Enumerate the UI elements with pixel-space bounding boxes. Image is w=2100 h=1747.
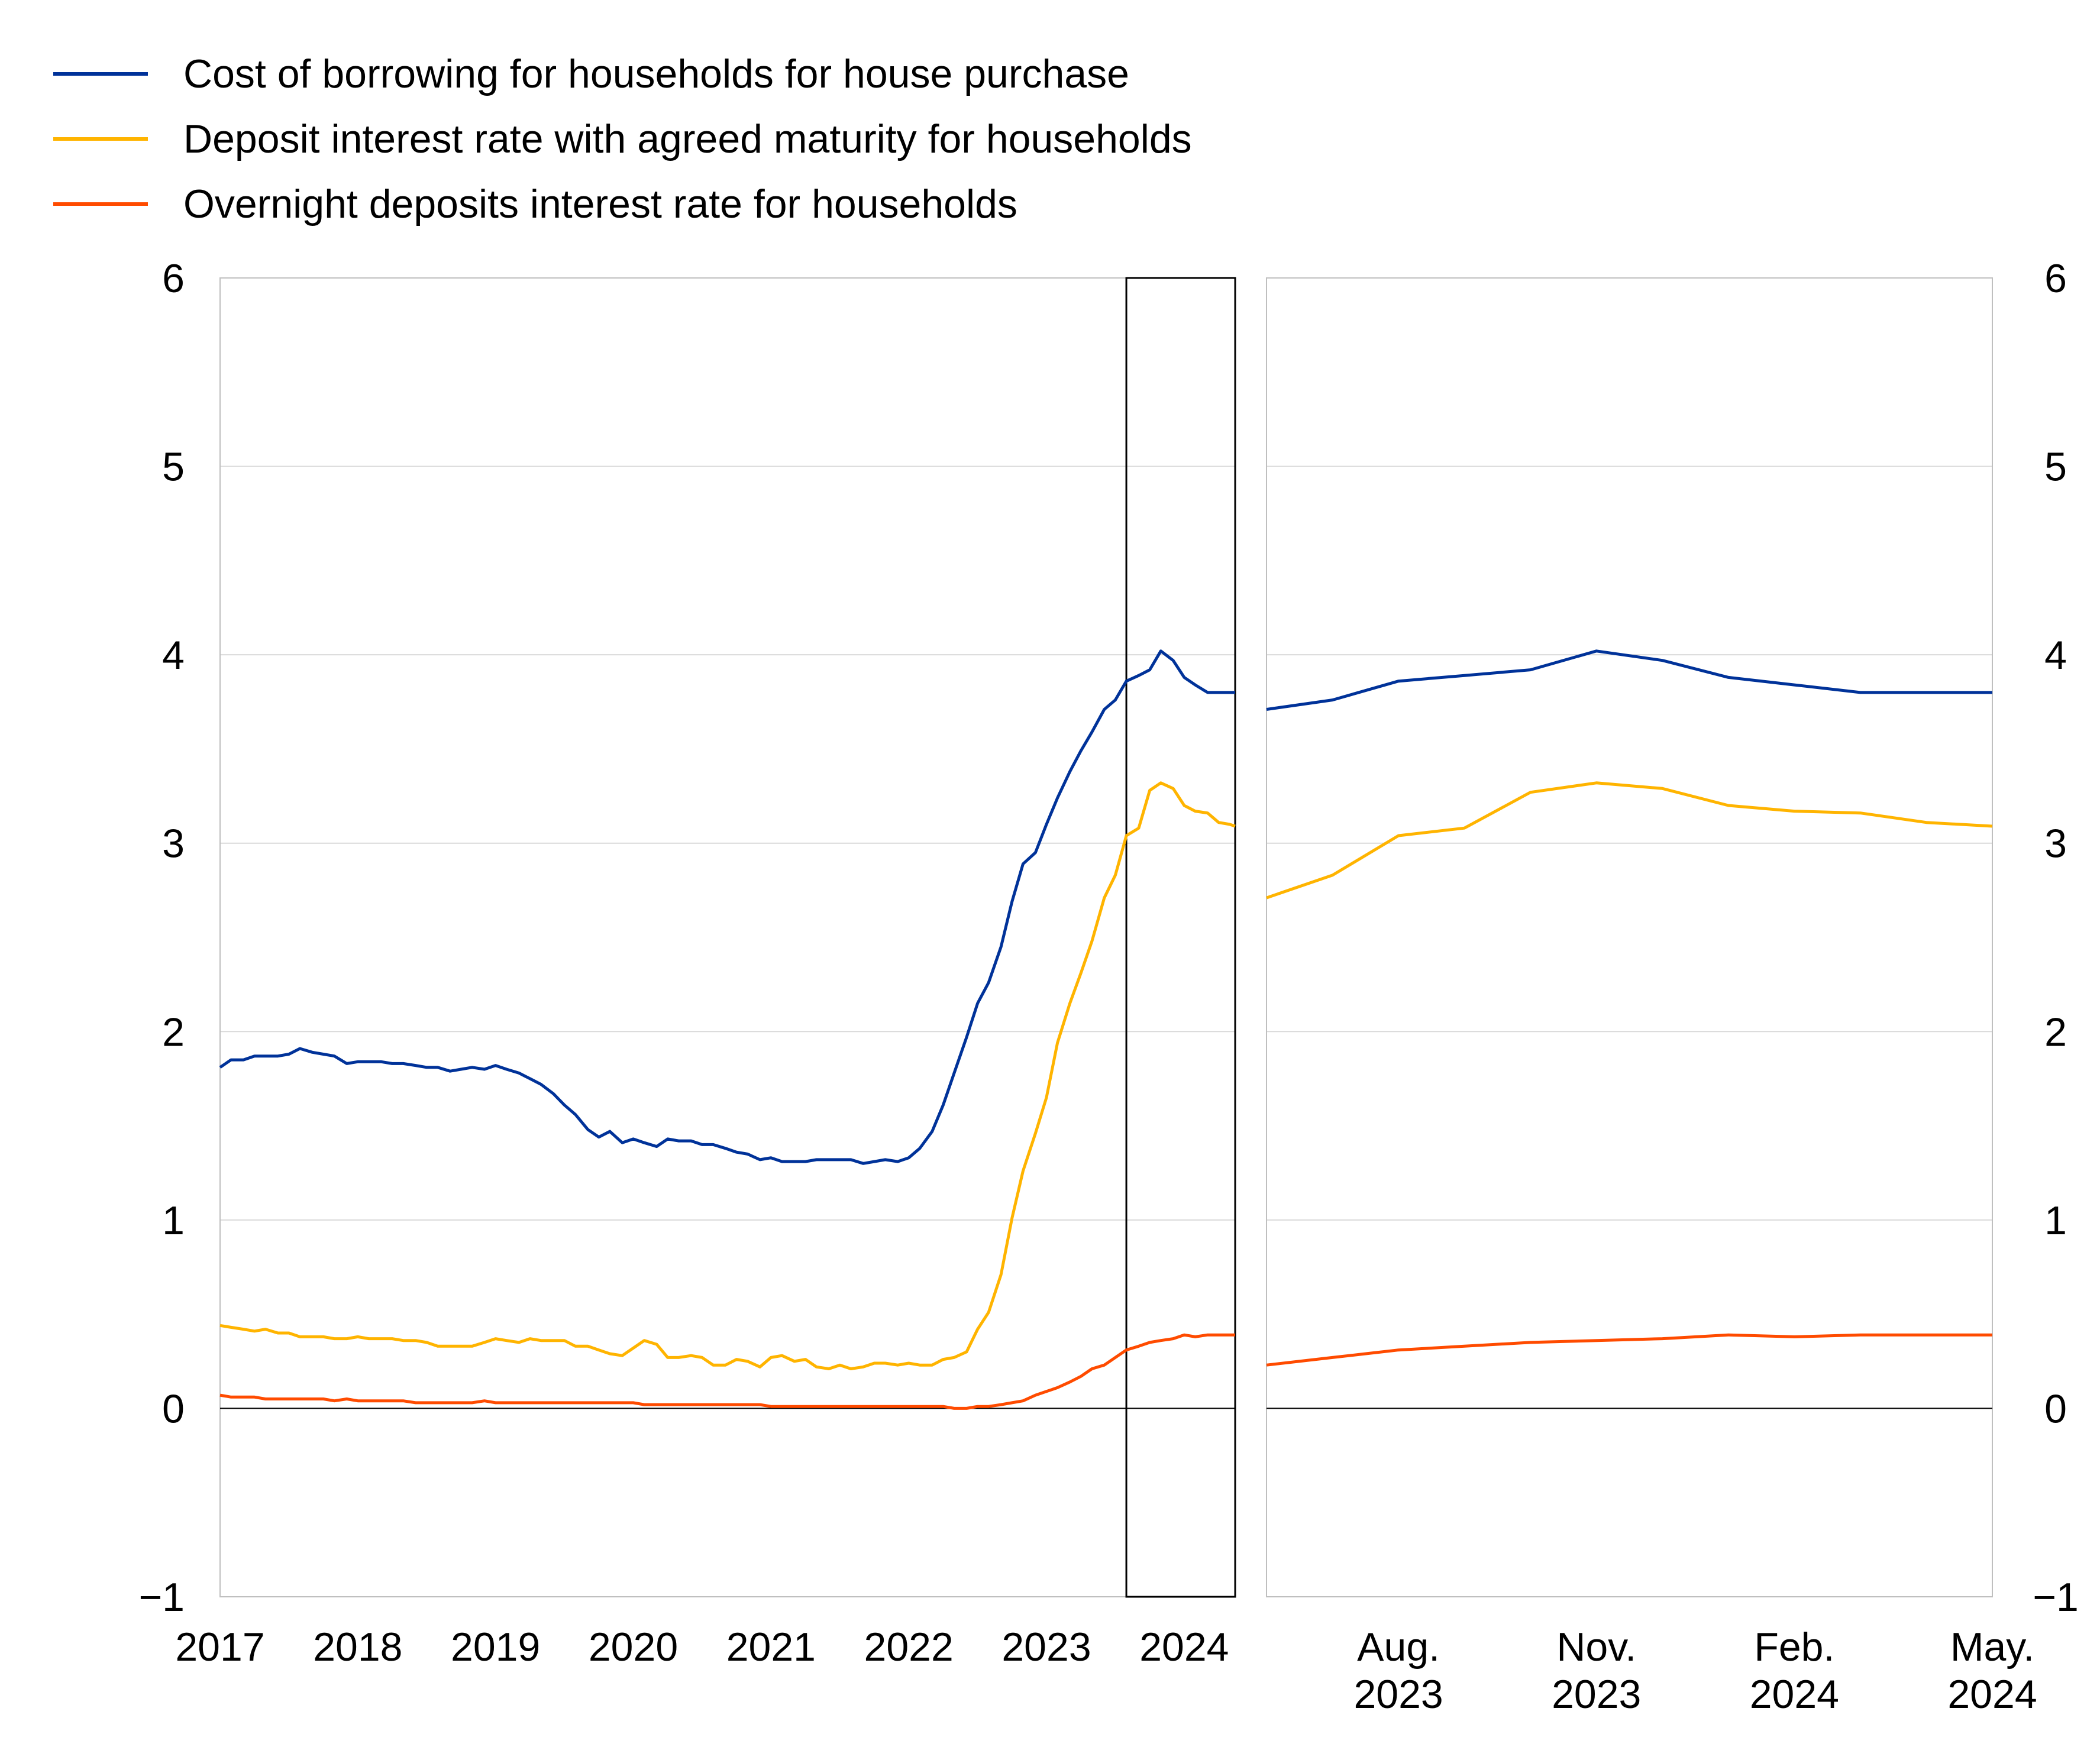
series-line-right-cost-of-borrowing — [1266, 649, 1992, 711]
x-tick-label-right-month: Aug. — [1357, 1625, 1440, 1670]
x-tick-label-right-year: 2023 — [1353, 1672, 1443, 1717]
y-tick-label-right: 3 — [2044, 821, 2067, 866]
y-tick-label-left: 3 — [162, 821, 185, 866]
series-line-left-cost-of-borrowing — [219, 649, 1235, 1165]
legend-swatch-deposit-agreed-maturity — [53, 137, 148, 141]
series-line-left-overnight-deposits — [219, 1333, 1235, 1410]
legend-item-deposit-agreed-maturity: Deposit interest rate with agreed maturi… — [53, 106, 1192, 172]
y-tick-label-right: −1 — [2033, 1575, 2079, 1620]
series-line-left-deposit-agreed-maturity — [219, 781, 1236, 1370]
x-tick-label-left: 2017 — [175, 1625, 264, 1670]
y-tick-label-left: 6 — [162, 256, 185, 301]
legend-item-overnight-deposits: Overnight deposits interest rate for hou… — [53, 172, 1192, 237]
legend-item-cost-of-borrowing: Cost of borrowing for households for hou… — [53, 41, 1192, 106]
x-tick-label-right-month: May. — [1950, 1625, 2034, 1670]
y-tick-label-left: 0 — [162, 1386, 185, 1431]
legend-label: Cost of borrowing for households for hou… — [183, 51, 1129, 96]
y-tick-label-left: −1 — [138, 1575, 185, 1620]
x-tick-label-right-month: Feb. — [1754, 1625, 1834, 1670]
y-tick-label-left: 4 — [162, 633, 185, 678]
x-tick-label-left: 2023 — [1001, 1625, 1091, 1670]
x-tick-label-left: 2019 — [451, 1625, 540, 1670]
y-tick-label-left: 5 — [162, 445, 185, 490]
x-tick-label-left: 2024 — [1139, 1625, 1229, 1670]
legend-label: Overnight deposits interest rate for hou… — [183, 182, 1017, 227]
x-tick-label-right-year: 2024 — [1750, 1672, 1839, 1717]
legend-swatch-overnight-deposits — [53, 202, 148, 206]
x-tick-label-right-month: Nov. — [1556, 1625, 1636, 1670]
x-tick-label-right-year: 2024 — [1947, 1672, 2037, 1717]
legend-label: Deposit interest rate with agreed maturi… — [183, 117, 1192, 161]
y-tick-label-right: 5 — [2044, 445, 2067, 490]
left-panel-frame — [219, 277, 1236, 1597]
x-tick-label-left: 2020 — [589, 1625, 678, 1670]
y-tick-label-left: 2 — [162, 1010, 185, 1054]
right-panel-frame — [1266, 277, 1993, 1597]
series-line-right-overnight-deposits — [1266, 1333, 1992, 1367]
highlight-window-box — [1125, 277, 1236, 1598]
y-tick-label-right: 1 — [2044, 1198, 2067, 1243]
y-tick-label-left: 1 — [162, 1198, 185, 1243]
x-tick-label-right-year: 2023 — [1552, 1672, 1641, 1717]
legend: Cost of borrowing for households for hou… — [53, 41, 1192, 237]
series-line-right-deposit-agreed-maturity — [1266, 781, 1993, 900]
y-tick-label-right: 2 — [2044, 1010, 2067, 1054]
y-tick-label-right: 4 — [2044, 633, 2067, 678]
x-tick-label-left: 2022 — [864, 1625, 954, 1670]
y-tick-label-right: 0 — [2044, 1386, 2067, 1431]
legend-swatch-cost-of-borrowing — [53, 72, 148, 76]
x-tick-label-left: 2018 — [313, 1625, 402, 1670]
x-tick-label-left: 2021 — [726, 1625, 816, 1670]
y-tick-label-right: 6 — [2044, 256, 2067, 301]
